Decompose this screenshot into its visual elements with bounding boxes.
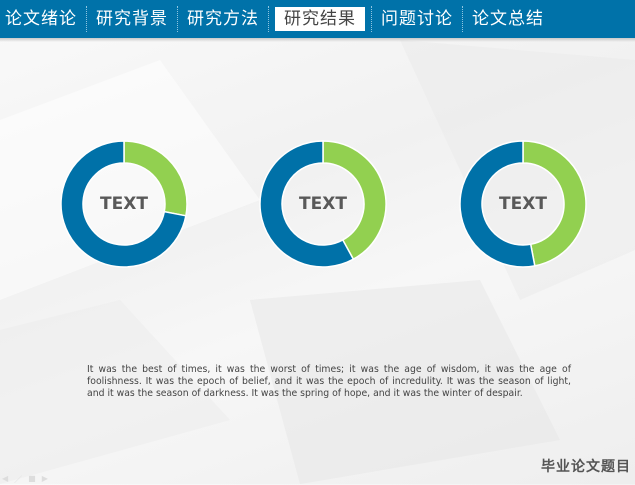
top-navigation: 论文绪论 研究背景 研究方法 研究结果 问题讨论 论文总结 <box>0 0 635 38</box>
slide-controls: ◀ ／ ■ ▶ <box>2 474 48 485</box>
tab-results[interactable]: 研究结果 <box>275 7 365 31</box>
tab-intro[interactable]: 论文绪论 <box>5 9 77 29</box>
donut-center-label: TEXT <box>299 194 347 214</box>
nav-divider <box>371 6 372 32</box>
nav-divider <box>86 6 87 32</box>
donut-segment-main <box>60 140 187 268</box>
nav-shadow <box>0 38 635 42</box>
donut-segment-main <box>259 140 355 268</box>
donut-center-label: TEXT <box>499 194 547 214</box>
donut-chart-2: TEXT <box>259 140 387 268</box>
next-icon[interactable]: ▶ <box>41 474 48 483</box>
pen-icon[interactable]: ／ <box>14 475 23 484</box>
nav-divider <box>462 6 463 32</box>
footer-title: 毕业论文题目 <box>541 459 631 475</box>
tab-conclusion[interactable]: 论文总结 <box>472 9 544 29</box>
donut-segment-main <box>459 140 536 268</box>
menu-icon[interactable]: ■ <box>28 474 36 483</box>
donut-chart-1: TEXT <box>60 140 188 268</box>
donut-segment-accent <box>322 140 387 261</box>
tab-background[interactable]: 研究背景 <box>96 9 168 29</box>
tab-methods[interactable]: 研究方法 <box>187 9 259 29</box>
donut-center-label: TEXT <box>100 194 148 214</box>
nav-divider <box>268 6 269 32</box>
nav-divider <box>177 6 178 32</box>
donut-segment-accent <box>522 140 587 267</box>
tab-discussion[interactable]: 问题讨论 <box>381 9 453 29</box>
donut-chart-3: TEXT <box>459 140 587 268</box>
body-text: It was the best of times, it was the wor… <box>87 364 571 399</box>
prev-icon[interactable]: ◀ <box>2 474 9 483</box>
